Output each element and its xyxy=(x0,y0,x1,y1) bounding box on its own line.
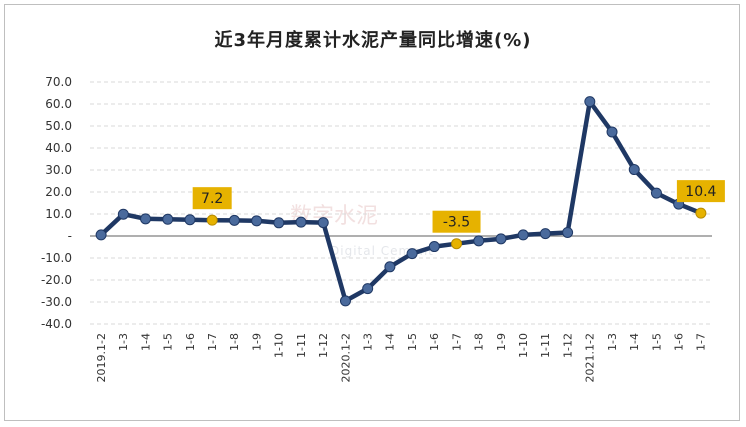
x-tick-label: 1-3 xyxy=(362,333,375,351)
x-tick-label: 1-10 xyxy=(273,333,286,358)
x-tick-label: 2019.1-2 xyxy=(95,333,108,382)
y-tick-label: - xyxy=(68,229,72,243)
chart-title: 近3年月度累计水泥产量同比增速(%) xyxy=(214,30,532,51)
data-point xyxy=(428,241,440,253)
y-tick-label: 70.0 xyxy=(45,75,72,89)
y-tick-label: -10.0 xyxy=(41,251,72,265)
data-point xyxy=(228,214,240,226)
data-point xyxy=(140,213,152,225)
data-point xyxy=(562,226,574,238)
data-label: 7.2 xyxy=(201,191,223,207)
x-tick-label: 1-3 xyxy=(117,333,130,351)
x-tick-label: 1-10 xyxy=(517,333,530,358)
data-label-box xyxy=(676,180,725,203)
data-point xyxy=(251,215,263,227)
data-point xyxy=(517,229,529,241)
data-point xyxy=(628,164,640,176)
x-tick-label: 1-11 xyxy=(539,333,552,358)
x-tick-label: 1-8 xyxy=(473,333,486,351)
x-tick-label: 1-4 xyxy=(628,333,641,351)
x-tick-label: 1-7 xyxy=(206,333,219,351)
x-tick-label: 1-7 xyxy=(695,333,708,351)
data-label-box xyxy=(432,210,481,233)
y-tick-label: -30.0 xyxy=(41,295,72,309)
data-point xyxy=(451,238,463,250)
x-tick-label: 1-4 xyxy=(139,333,152,351)
data-point xyxy=(295,216,307,228)
data-point xyxy=(206,214,218,226)
y-tick-label: -40.0 xyxy=(41,317,72,331)
data-point xyxy=(406,248,418,260)
x-tick-label: 1-5 xyxy=(162,333,175,351)
data-point xyxy=(362,283,374,295)
data-point xyxy=(606,126,618,138)
x-tick-label: 1-6 xyxy=(184,333,197,351)
y-tick-label: 30.0 xyxy=(45,163,72,177)
x-tick-label: 1-12 xyxy=(561,333,574,358)
x-tick-label: 1-7 xyxy=(450,333,463,351)
data-point xyxy=(184,214,196,226)
y-tick-label: -20.0 xyxy=(41,273,72,287)
data-point xyxy=(650,187,662,199)
data-point xyxy=(695,207,707,219)
x-tick-label: 1-3 xyxy=(606,333,619,351)
x-tick-label: 1-12 xyxy=(317,333,330,358)
x-tick-label: 1-5 xyxy=(406,333,419,351)
y-tick-label: 50.0 xyxy=(45,119,72,133)
data-point xyxy=(162,213,174,225)
x-tick-label: 2021.1-2 xyxy=(584,333,597,382)
data-point xyxy=(339,295,351,307)
data-label-box xyxy=(192,187,232,210)
series-line xyxy=(98,99,704,304)
x-tick-label: 1-5 xyxy=(650,333,663,351)
x-tick-label: 1-9 xyxy=(250,333,263,351)
x-tick-label: 1-4 xyxy=(384,333,397,351)
data-point xyxy=(273,217,285,229)
x-tick-label: 1-9 xyxy=(495,333,508,351)
data-point xyxy=(317,217,329,229)
data-point xyxy=(495,233,507,245)
y-tick-label: 40.0 xyxy=(45,141,72,155)
data-point xyxy=(384,261,396,273)
data-point xyxy=(95,229,107,241)
y-tick-label: 60.0 xyxy=(45,97,72,111)
y-tick-label: 20.0 xyxy=(45,185,72,199)
x-tick-label: 2020.1-2 xyxy=(339,333,352,382)
x-tick-label: 1-6 xyxy=(428,333,441,351)
x-tick-label: 1-6 xyxy=(673,333,686,351)
data-point xyxy=(584,96,596,108)
data-point xyxy=(539,228,551,240)
x-tick-label: 1-11 xyxy=(295,333,308,358)
x-tick-label: 1-8 xyxy=(228,333,241,351)
data-point xyxy=(473,235,485,247)
data-label: -3.5 xyxy=(443,215,470,231)
y-tick-label: 10.0 xyxy=(45,207,72,221)
data-label: 10.4 xyxy=(685,184,716,200)
data-point xyxy=(117,208,129,220)
